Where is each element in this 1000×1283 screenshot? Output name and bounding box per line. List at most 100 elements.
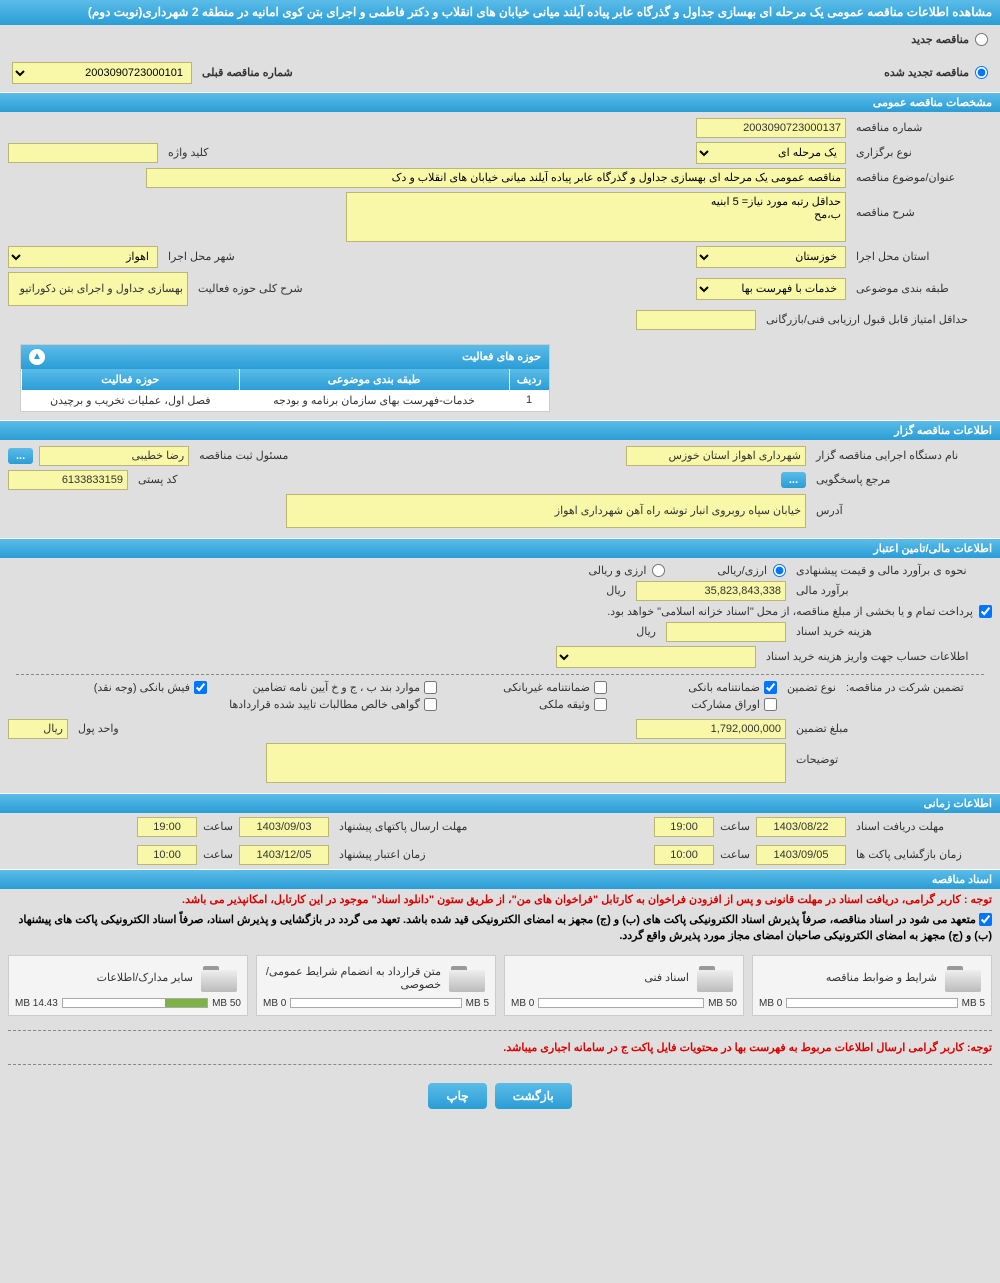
doc-card[interactable]: اسناد فنی 50 MB 0 MB [504,955,744,1016]
receive-time: 19:00 [654,817,714,837]
desc-label: شرح مناقصه [852,192,992,219]
doc-title: شرایط و ضوابط مناقصه [759,971,937,984]
bar-track [290,998,461,1008]
category-select[interactable]: خدمات با فهرست بها [696,278,846,300]
method-rial-radio[interactable] [773,564,786,577]
doc-used: 14.43 MB [15,998,58,1009]
tender-new-option-row: مناقصه جدید [0,25,1000,54]
min-score-input[interactable] [636,310,756,330]
activity-row: 1 خدمات-فهرست بهای سازمان برنامه و بودجه… [22,390,550,411]
payment-note-text: پرداخت تمام و یا بخشی از مبلغ مناقصه، از… [607,605,973,618]
doc-title: سایر مدارک/اطلاعات [15,971,193,984]
timing-row-1: مهلت دریافت اسناد 1403/08/22 ساعت 19:00 … [0,813,1000,841]
city-select[interactable]: اهواز [8,246,158,268]
activity-table: ردیف طبقه بندی موضوعی حوزه فعالیت 1 خدما… [21,369,549,411]
timing-row-2: زمان بازگشایی پاکت ها 1403/09/05 ساعت 10… [0,841,1000,869]
prev-tender-no-select[interactable]: 2003090723000101 [12,62,192,84]
tender-no-label: شماره مناقصه [852,121,992,134]
open-time: 10:00 [654,845,714,865]
chk-cash[interactable] [194,681,207,694]
doc-note-3: توجه: کاربر گرامی ارسال اطلاعات مربوط به… [0,1037,1000,1058]
print-button[interactable]: چاپ [428,1083,486,1109]
chk-cash-label: فیش بانکی (وجه نقد) [94,681,190,694]
guarantee-title: تضمین شرکت در مناقصه: [842,681,992,694]
doc-note-2: متعهد می شود در اسناد مناقصه، صرفاً پذیر… [0,910,1000,947]
doc-total: 5 MB [466,998,489,1009]
dashed-separator [16,674,984,675]
activity-col-cat: طبقه بندی موضوعی [239,369,509,390]
estimate-label: برآورد مالی [792,584,992,597]
doc-used: 0 MB [263,998,286,1009]
chk-property[interactable] [594,698,607,711]
address-label: آدرس [812,504,992,517]
doc-cost-input[interactable] [666,622,786,642]
doc-cost-currency: ریال [636,625,660,638]
bar-fill [165,999,207,1007]
doc-commit-checkbox[interactable] [979,913,992,926]
chk-bank[interactable] [764,681,777,694]
validity-date: 1403/12/05 [239,845,329,865]
province-select[interactable]: خوزستان [696,246,846,268]
doc-card[interactable]: سایر مدارک/اطلاعات 50 MB 14.43 MB [8,955,248,1016]
collapse-icon[interactable]: ▲ [29,349,45,365]
doc-title: اسناد فنی [511,971,689,984]
chk-bank-label: ضمانتنامه بانکی [688,681,760,694]
section-organizer-header: اطلاعات مناقصه گزار [0,420,1000,440]
account-label: اطلاعات حساب جهت واریز هزینه خرید اسناد [762,650,992,663]
receive-date: 1403/08/22 [756,817,846,837]
general-form: شماره مناقصه 2003090723000137 نوع برگزار… [0,112,1000,340]
resp-label: مسئول ثبت مناقصه [195,449,288,462]
chk-nonbank-label: ضمانتنامه غیربانکی [503,681,590,694]
chk-regulation[interactable] [424,681,437,694]
min-score-label: حداقل امتیاز قابل قبول ارزیابی فنی/بازرگ… [762,313,992,326]
city-label: شهر محل اجرا [164,250,235,263]
guarantee-amount-label: مبلغ تضمین [792,722,992,735]
address-value: خیابان سپاه روبروی انبار توشه راه آهن شه… [286,494,806,528]
desc-textarea[interactable] [346,192,846,242]
payment-note-checkbox[interactable] [979,605,992,618]
chk-nonbank[interactable] [594,681,607,694]
resp-value: رضا خطیبی [39,446,189,466]
organizer-form: نام دستگاه اجرایی مناقصه گزار شهرداری اه… [0,440,1000,538]
chk-property-label: وثیقه ملکی [539,698,590,711]
keyword-input[interactable] [8,143,158,163]
category-label: طبقه بندی موضوعی [852,282,992,295]
send-date: 1403/09/03 [239,817,329,837]
doc-card[interactable]: شرایط و ضوابط مناقصه 5 MB 0 MB [752,955,992,1016]
hold-type-select[interactable]: یک مرحله ای [696,142,846,164]
receive-label: مهلت دریافت اسناد [852,820,992,833]
send-label: مهلت ارسال پاکتهای پیشنهاد [335,820,495,833]
tender-renewed-radio[interactable] [975,66,988,79]
footer-buttons: بازگشت چاپ [0,1071,1000,1121]
section-general-header: مشخصات مناقصه عمومی [0,92,1000,112]
method-both-radio[interactable] [652,564,665,577]
doc-note-2-text: متعهد می شود در اسناد مناقصه، صرفاً پذیر… [19,914,992,943]
account-select[interactable] [556,646,756,668]
doc-total: 50 MB [708,998,737,1009]
activity-row-cat: خدمات-فهرست بهای سازمان برنامه و بودجه [239,390,509,411]
docs-grid: شرایط و ضوابط مناقصه 5 MB 0 MB اسناد فنی… [0,947,1000,1024]
keyword-label: کلید واژه [164,146,208,159]
doc-total: 50 MB [212,998,241,1009]
back-button[interactable]: بازگشت [495,1083,572,1109]
doc-total: 5 MB [962,998,985,1009]
resp-more-button[interactable]: ... [8,448,33,464]
tender-renewed-option-row: مناقصه تجدید شده شماره مناقصه قبلی 20030… [0,54,1000,92]
subject-label: عنوان/موضوع مناقصه [852,171,992,184]
estimate-currency: ریال [606,584,630,597]
doc-used: 0 MB [511,998,534,1009]
tender-new-radio[interactable] [975,33,988,46]
doc-used: 0 MB [759,998,782,1009]
chk-bonds[interactable] [764,698,777,711]
financial-form: نحوه ی برآورد مالی و قیمت پیشنهادی ارزی/… [0,558,1000,793]
activity-row-scope: فصل اول، عملیات تخریب و برچیدن [22,390,240,411]
notes-textarea[interactable] [266,743,786,783]
org-value: شهرداری اهواز استان خوزس [626,446,806,466]
subject-input[interactable] [146,168,846,188]
contact-more-button[interactable]: ... [781,472,806,488]
doc-card[interactable]: متن قرارداد به انضمام شرایط عمومی/خصوصی … [256,955,496,1016]
chk-cert[interactable] [424,698,437,711]
time-label-1: ساعت [720,820,750,833]
scope-label: شرح کلی حوزه فعالیت [194,282,303,295]
hold-type-label: نوع برگزاری [852,146,992,159]
